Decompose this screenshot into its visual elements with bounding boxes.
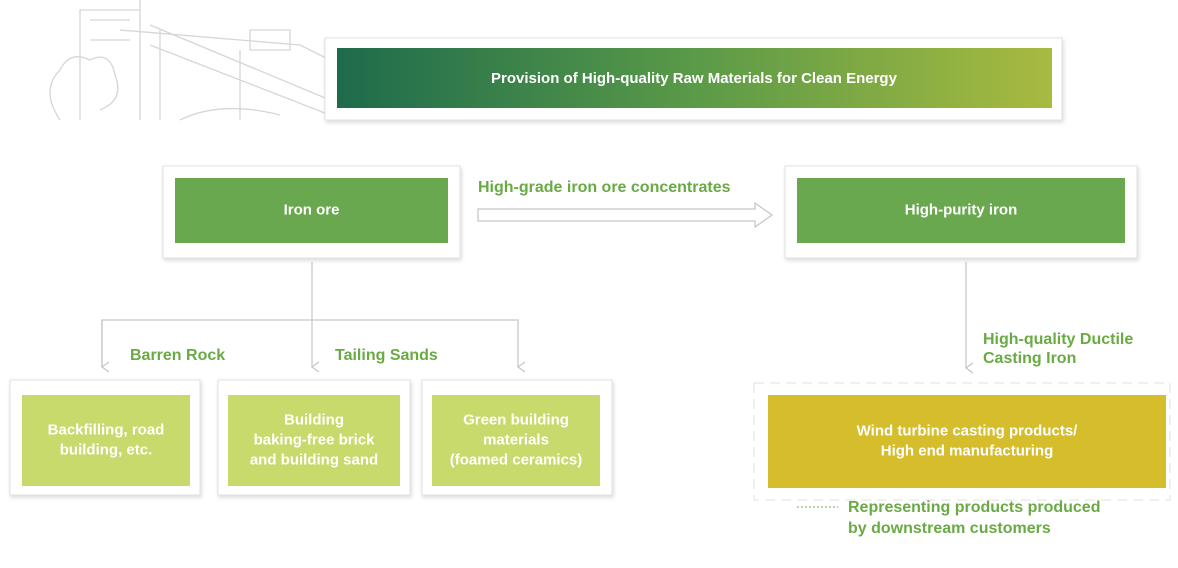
edge-label: Casting Iron bbox=[983, 350, 1076, 367]
node-label: Building bbox=[284, 411, 344, 428]
node-label: Backfilling, road bbox=[48, 421, 165, 438]
node-fill bbox=[432, 395, 600, 486]
edge-label: Barren Rock bbox=[130, 347, 225, 364]
edge-label: High-grade iron ore concentrates bbox=[478, 179, 731, 196]
node-label: baking-free brick bbox=[254, 431, 376, 448]
node-label: materials bbox=[483, 431, 549, 448]
banner-fill bbox=[337, 48, 1052, 108]
node-fill bbox=[22, 395, 190, 486]
arrow bbox=[477, 201, 774, 229]
legend-label: Representing products produced bbox=[848, 499, 1100, 516]
node-label: building, etc. bbox=[60, 441, 153, 458]
node-label: and building sand bbox=[250, 451, 378, 468]
node-fill bbox=[797, 178, 1125, 243]
node-label: Green building bbox=[463, 411, 569, 428]
edge-label: High-quality Ductile bbox=[983, 331, 1133, 348]
node-label: Iron ore bbox=[284, 201, 340, 218]
connectors bbox=[100, 201, 974, 508]
legend-label: by downstream customers bbox=[848, 520, 1051, 537]
node-fill bbox=[228, 395, 400, 486]
node-label: (foamed ceramics) bbox=[450, 451, 583, 468]
banner-title: Provision of High-quality Raw Materials … bbox=[491, 70, 898, 87]
node-label: High end manufacturing bbox=[881, 442, 1054, 459]
node-fill bbox=[768, 395, 1166, 488]
node-label: High-purity iron bbox=[905, 201, 1018, 218]
node-label: Wind turbine casting products/ bbox=[857, 422, 1079, 439]
banner: Provision of High-quality Raw Materials … bbox=[324, 37, 1063, 121]
node-fill bbox=[175, 178, 448, 243]
edge-label: Tailing Sands bbox=[335, 347, 438, 364]
sketch bbox=[49, 0, 331, 121]
